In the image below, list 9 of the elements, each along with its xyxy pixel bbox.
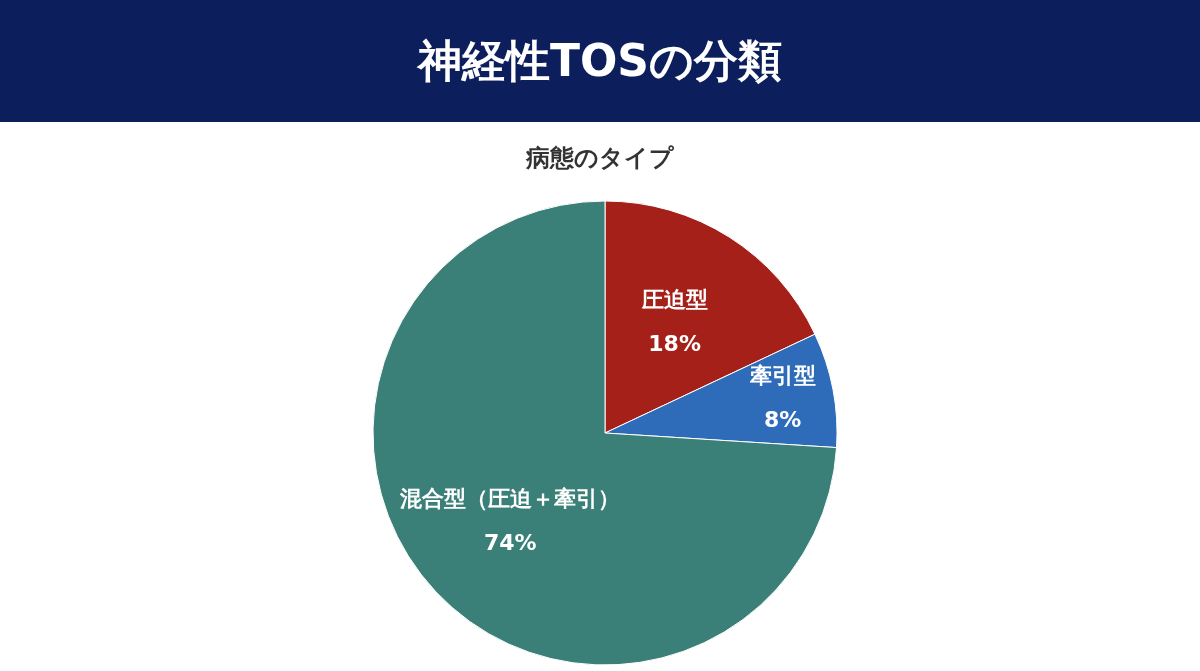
data-label: 8% [764, 407, 802, 433]
slice-label: 牽引型 [749, 363, 816, 389]
chart-subtitle: 病態のタイプ [525, 143, 675, 174]
chart-title: 神経性TOSの分類 [417, 33, 783, 88]
slice-label: 混合型（圧迫＋牽引） [399, 485, 621, 511]
data-label: 18% [648, 331, 701, 357]
pie-slice [372, 200, 838, 666]
data-label: 74% [483, 529, 537, 555]
slice-label: 圧迫型 [640, 287, 708, 313]
